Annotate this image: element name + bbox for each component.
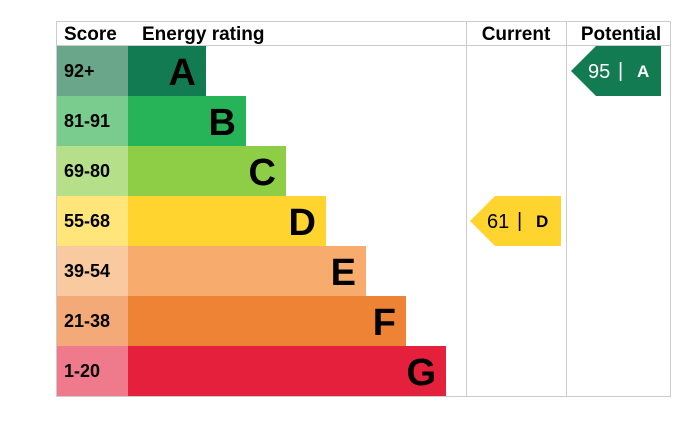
rating-bands: 92+ A 81-91 B 69-80 C 55-68 D 39-54 E 21-38 F 1-20 G xyxy=(56,46,446,396)
potential-letter: A xyxy=(637,62,649,81)
score-range-c: 69-80 xyxy=(64,161,110,181)
score-cell-b xyxy=(56,96,128,146)
band-bar-g xyxy=(128,346,446,396)
current-value: 61 xyxy=(487,211,509,233)
band-letter-a: A xyxy=(169,52,196,94)
band-bar-e xyxy=(128,246,366,296)
table-grid xyxy=(56,21,671,397)
band-bar-a xyxy=(128,46,206,96)
score-range-b: 81-91 xyxy=(64,111,110,131)
potential-arrow xyxy=(571,46,661,96)
header-potential: Potential xyxy=(581,24,661,45)
header-energy-rating: Energy rating xyxy=(142,24,264,45)
score-cell-f xyxy=(56,296,128,346)
score-range-e: 39-54 xyxy=(64,261,110,281)
current-letter: D xyxy=(536,212,548,231)
band-letter-g: G xyxy=(406,352,436,394)
score-cell-d xyxy=(56,196,128,246)
score-cell-c xyxy=(56,146,128,196)
potential-separator: | xyxy=(618,60,623,82)
score-range-d: 55-68 xyxy=(64,211,110,231)
band-letter-d: D xyxy=(289,202,316,244)
header-current: Current xyxy=(482,24,551,45)
potential-value: 95 xyxy=(588,61,610,83)
score-range-f: 21-38 xyxy=(64,311,110,331)
band-letter-f: F xyxy=(373,302,396,344)
band-bar-c xyxy=(128,146,286,196)
score-cell-e xyxy=(56,246,128,296)
rating-arrows: 61 | D 95 | A xyxy=(470,46,661,246)
current-separator: | xyxy=(517,210,522,232)
band-letter-e: E xyxy=(331,252,356,294)
current-arrow xyxy=(470,196,561,246)
band-bar-b xyxy=(128,96,246,146)
header-score: Score xyxy=(64,24,117,45)
band-bar-d xyxy=(128,196,326,246)
score-cell-g xyxy=(56,346,128,396)
band-letter-b: B xyxy=(209,102,236,144)
band-letter-c: C xyxy=(249,152,276,194)
score-cell-a xyxy=(56,46,128,96)
score-range-a: 92+ xyxy=(64,61,95,81)
band-bar-f xyxy=(128,296,406,346)
score-range-g: 1-20 xyxy=(64,361,100,381)
